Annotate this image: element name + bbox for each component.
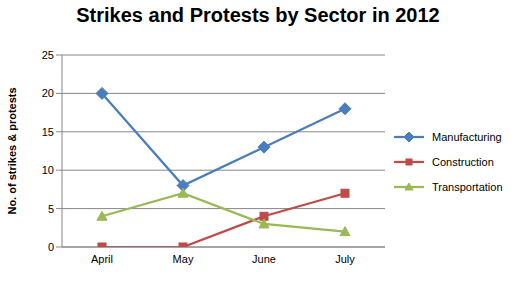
html-text:Construction: Construction xyxy=(432,155,494,168)
svg-text:25: 25 xyxy=(42,49,54,61)
svg-text:June: June xyxy=(252,253,276,265)
svg-text:15: 15 xyxy=(42,126,54,138)
svg-text:July: July xyxy=(335,253,355,265)
svg-text:No. of strikes & protests: No. of strikes & protests xyxy=(8,87,18,214)
html-text:Strikes and Protests by Sector: Strikes and Protests by Sector in 2012 xyxy=(76,4,440,26)
svg-text:20: 20 xyxy=(42,87,54,99)
svg-text:10: 10 xyxy=(42,164,54,176)
svg-text:May: May xyxy=(173,253,194,265)
svg-text:5: 5 xyxy=(48,203,54,215)
svg-text:April: April xyxy=(91,253,113,265)
html-text:Transportation: Transportation xyxy=(432,180,503,193)
html-text:Manufacturing: Manufacturing xyxy=(432,130,502,143)
svg-text:0: 0 xyxy=(48,241,54,253)
